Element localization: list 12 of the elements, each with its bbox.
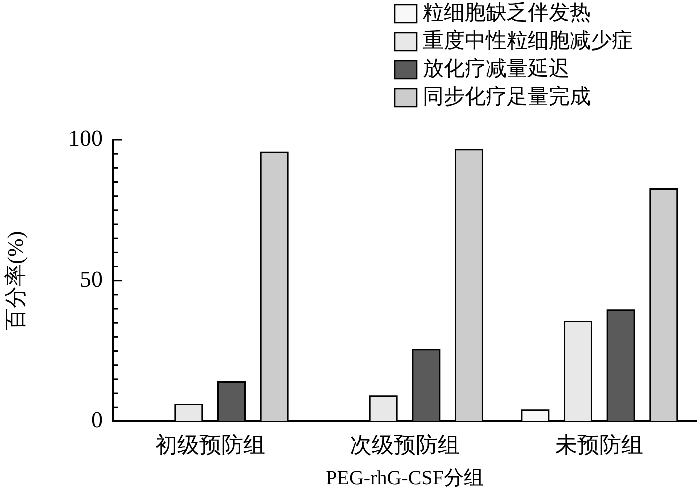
legend-label: 粒细胞缺乏伴发热 — [423, 0, 591, 25]
x-tick-label: 初级预防组 — [155, 432, 266, 458]
x-tick-label: 未预防组 — [556, 432, 644, 458]
legend-label: 同步化疗足量完成 — [423, 84, 591, 109]
legend-label: 放化疗减量延迟 — [423, 56, 570, 81]
x-axis-title: PEG-rhG-CSF分组 — [326, 467, 484, 490]
y-axis-title: 百分率(%) — [2, 231, 28, 330]
y-tick-label: 0 — [92, 408, 103, 433]
legend-label: 重度中性粒细胞减少症 — [423, 28, 633, 53]
y-tick-label: 50 — [80, 266, 103, 292]
y-tick-label: 100 — [68, 126, 103, 152]
x-tick-label: 次级预防组 — [350, 432, 460, 458]
